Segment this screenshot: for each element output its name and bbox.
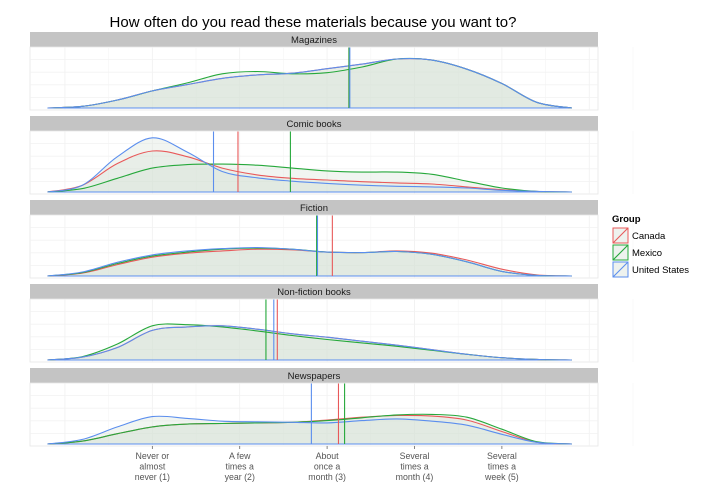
density-line-united-states (47, 246, 572, 277)
panel-strip-label: Fiction (300, 203, 328, 214)
panel-strip (30, 116, 598, 131)
panel-strip-label: Magazines (291, 35, 337, 46)
panel-non-fiction-books: Non-fiction books (29, 284, 634, 363)
density-area-united-states (47, 58, 572, 108)
x-tick-label: About (316, 451, 340, 461)
x-tick-label: times a (400, 462, 428, 472)
density-area-mexico (47, 323, 572, 360)
density-area-canada (47, 150, 572, 192)
panel-comic-books: Comic books (29, 116, 634, 195)
x-tick-label: month (3) (308, 472, 346, 482)
x-tick-label: almost (139, 462, 165, 472)
legend-key-line (612, 227, 629, 244)
x-tick-label: once a (314, 462, 341, 472)
density-line-united-states (47, 58, 572, 109)
density-area-united-states (47, 247, 572, 276)
panel-strip-label: Non-fiction books (277, 287, 351, 298)
density-line-mexico (47, 413, 572, 445)
panel-newspapers: Newspapers (29, 368, 634, 447)
legend-label-united-states: United States (632, 265, 689, 276)
legend-key-line (612, 244, 629, 261)
density-line-united-states (47, 137, 572, 193)
x-tick-label: times a (226, 462, 254, 472)
x-tick-label: Several (487, 451, 517, 461)
density-line-canada (47, 150, 572, 193)
panel-background (29, 46, 599, 111)
density-area-mexico (47, 58, 572, 108)
density-area-canada (47, 415, 572, 444)
panel-fiction: Fiction (29, 200, 634, 279)
x-tick-label: week (5) (484, 472, 519, 482)
x-tick-label: A few (229, 451, 251, 461)
x-tick-label: times a (488, 462, 516, 472)
panel-strip (30, 368, 598, 383)
x-tick-label: year (2) (225, 472, 255, 482)
density-area-united-states (47, 137, 572, 192)
density-area-united-states (47, 416, 572, 444)
panel-background (29, 298, 599, 363)
panel-background (29, 382, 599, 447)
legend-label-canada: Canada (632, 231, 666, 242)
panel-strip (30, 32, 598, 47)
panel-strip-label: Newspapers (288, 371, 341, 382)
density-line-united-states (47, 415, 572, 445)
panel-group: Magazines Comic books Fiction Non-fiction b… (29, 32, 634, 447)
legend-title: Group (612, 214, 641, 225)
density-line-united-states (47, 325, 572, 361)
chart-title: How often do you read these materials be… (110, 14, 517, 31)
legend-label-mexico: Mexico (632, 248, 662, 259)
panel-background (29, 214, 599, 279)
legend-key-line (612, 261, 629, 278)
panel-magazines: Magazines (29, 32, 634, 111)
x-tick-label: Never or (135, 451, 169, 461)
x-tick-label: never (1) (135, 472, 170, 482)
density-area-mexico (47, 248, 572, 276)
legend: Group Canada Mexico United States (612, 214, 689, 278)
x-tick-label: month (4) (396, 472, 434, 482)
density-area-canada (47, 58, 572, 108)
x-tick-label: Several (400, 451, 430, 461)
density-line-mexico (47, 163, 572, 193)
panel-background (29, 130, 599, 195)
panel-strip-label: Comic books (287, 119, 342, 130)
panel-strip (30, 200, 598, 215)
panel-strip (30, 284, 598, 299)
